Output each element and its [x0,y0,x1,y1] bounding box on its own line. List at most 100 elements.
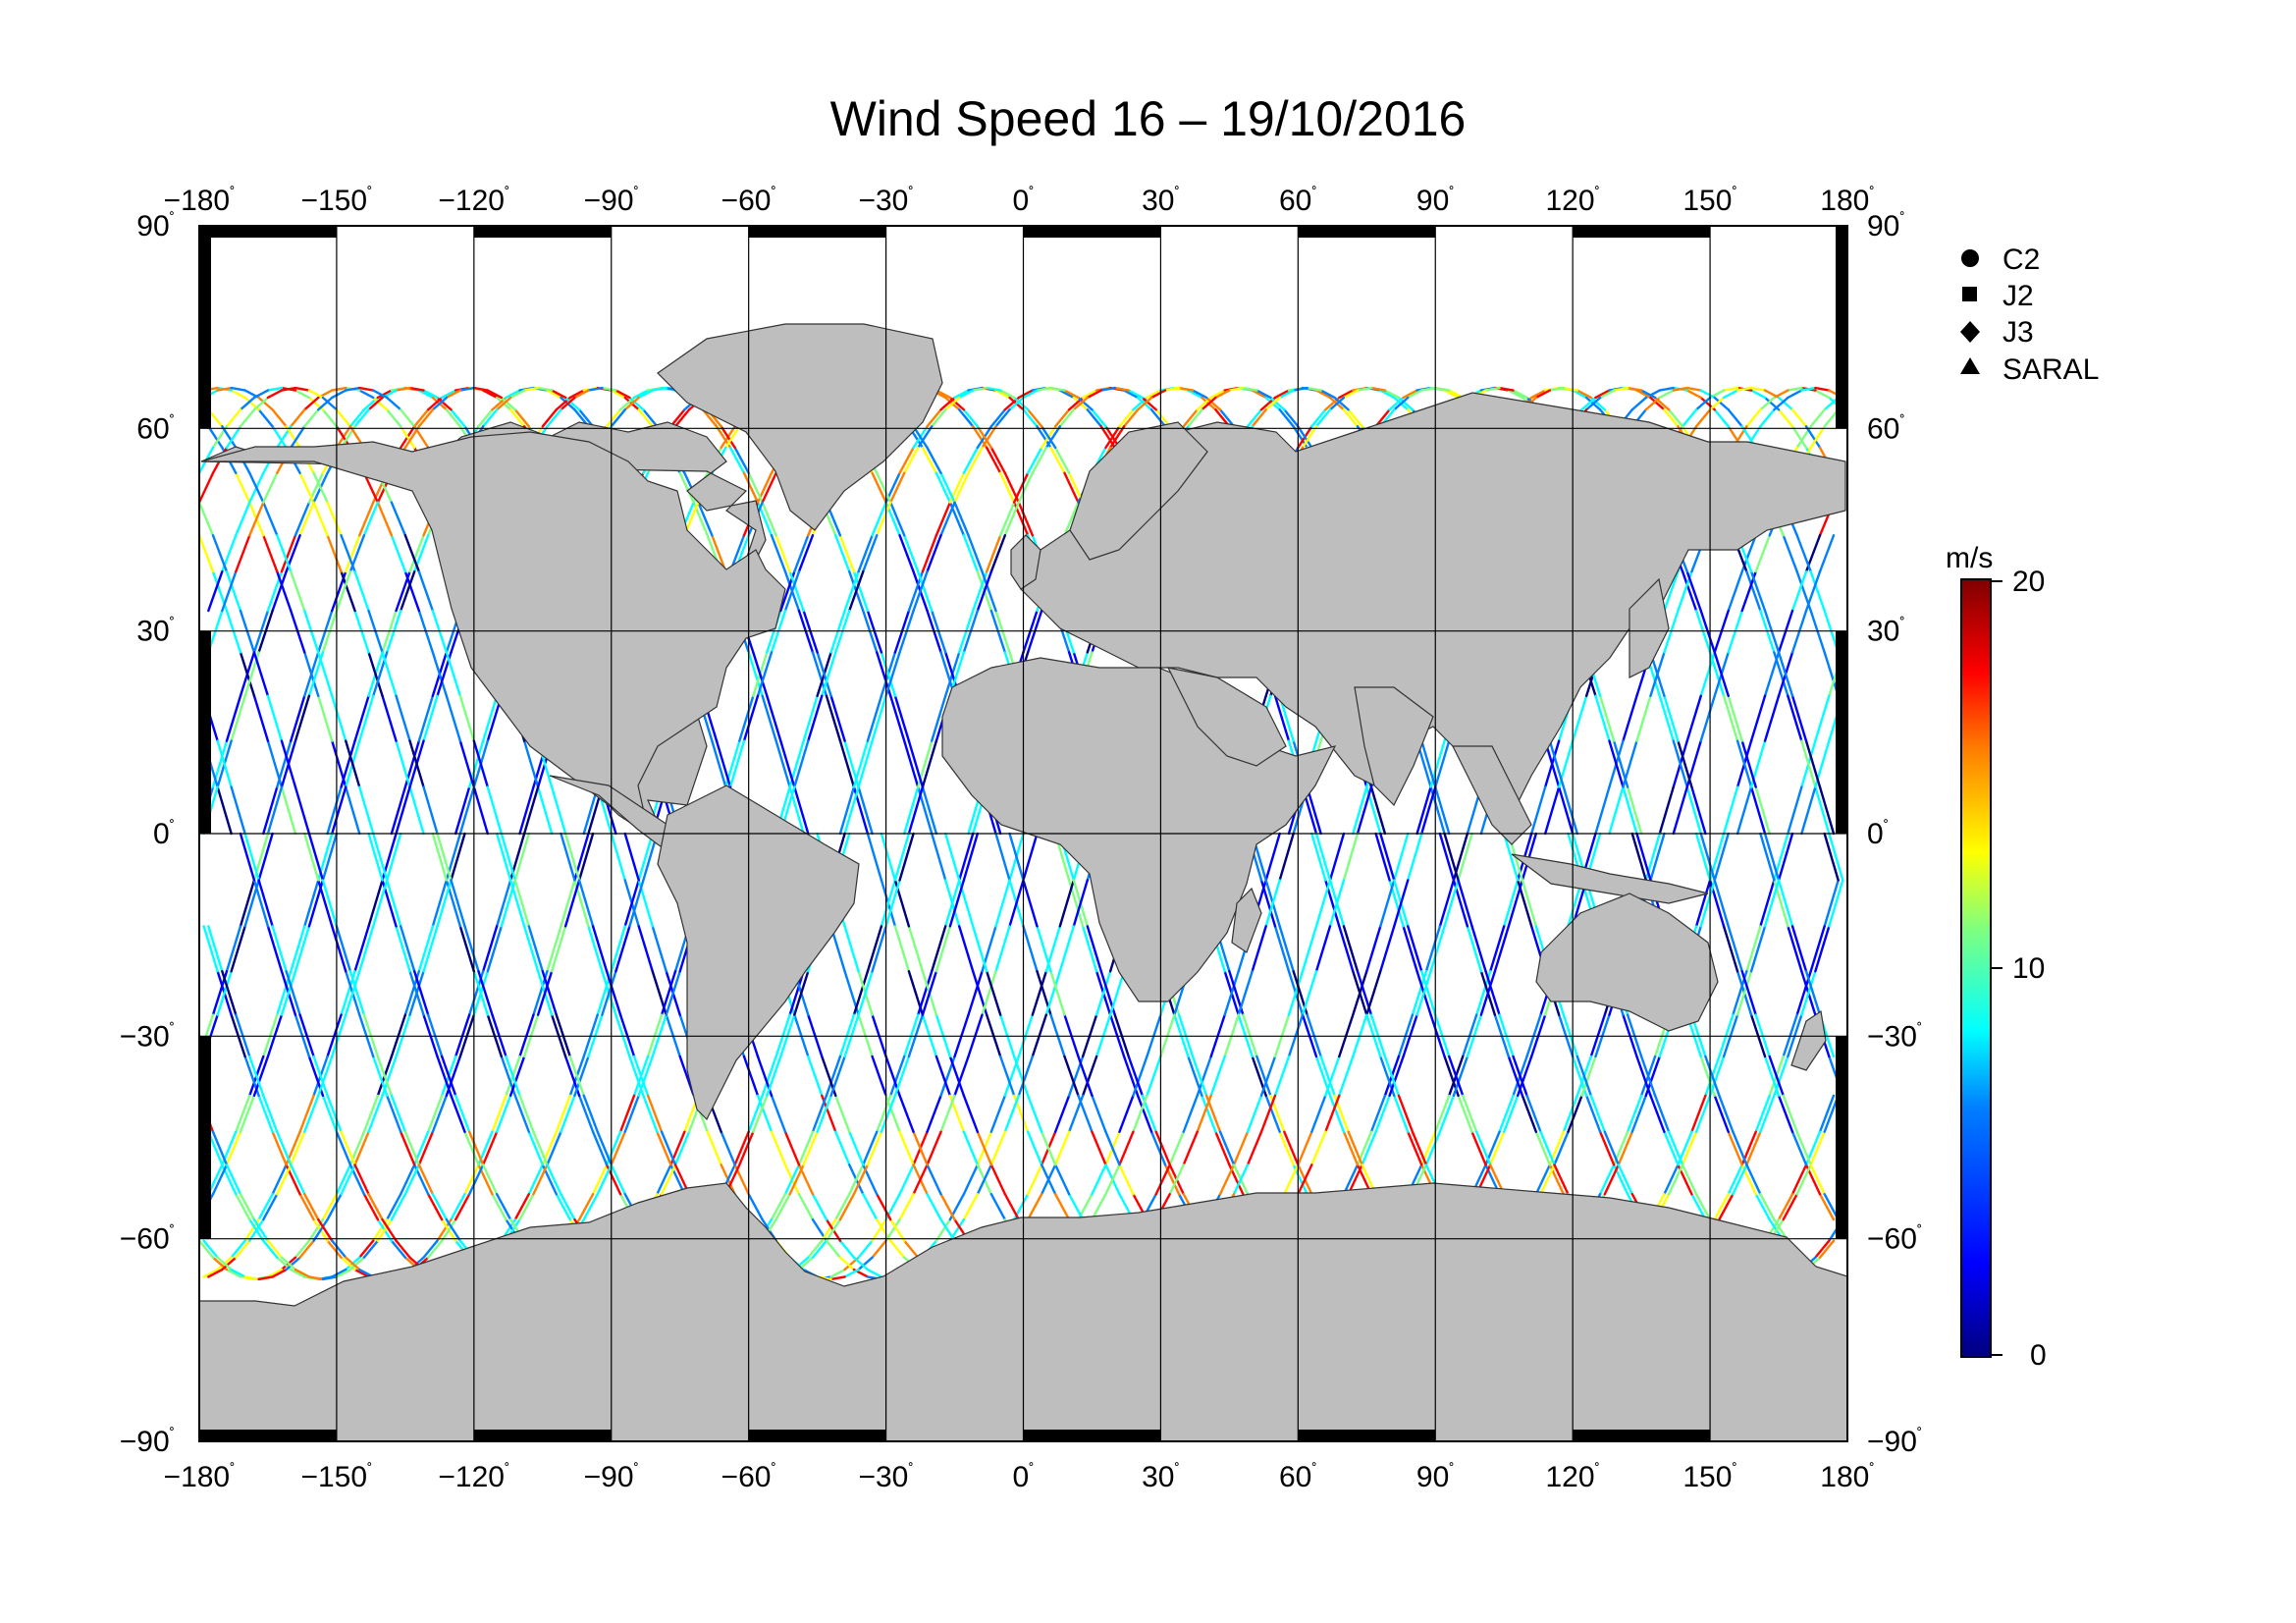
track-segment [1415,785,1432,836]
track-segment [1077,1055,1094,1098]
track-segment [1218,1163,1236,1196]
track-segment [610,389,626,400]
track-segment [199,471,215,504]
track-segment [774,534,791,573]
track-segment [317,1217,334,1242]
track-segment [939,501,956,537]
track-segment [422,785,439,836]
frame-band [473,226,612,238]
track-segment [926,1193,942,1221]
track-segment [243,1275,260,1281]
track-segment [225,569,242,613]
track-segment [1694,1193,1712,1221]
track-segment [1663,1163,1680,1196]
track-segment [944,832,961,882]
lat-labels-right: 90˚ 60˚ 30˚ 0˚ −30˚ −60˚ −90˚ [1867,210,1922,1458]
lon-label-bottom: −60˚ [721,1461,776,1493]
track-segment [1008,396,1025,411]
track-segment [1503,832,1520,882]
track-segment [793,785,810,836]
track-segment [802,694,819,742]
track-segment [367,832,384,882]
track-segment [527,1163,544,1196]
track-segment [976,1163,993,1196]
track-segment [1718,1094,1735,1133]
frame-band [1573,1430,1711,1441]
track-segment [518,785,535,836]
track-segment [898,446,915,474]
track-segment [1612,386,1629,392]
track-segment [1383,389,1401,400]
track-segment [239,408,256,428]
lat-label-right: 90˚ [1867,210,1905,243]
track-segment [1077,396,1094,411]
track-segment [1273,694,1291,742]
track-segment [898,1163,915,1196]
track-segment [976,1130,993,1166]
track-segment [522,386,540,392]
track-segment [1759,879,1776,928]
track-segment [500,396,517,411]
track-segment [1072,396,1089,411]
track-segment [1626,785,1643,836]
legend-label-j3: J3 [2002,316,2034,349]
track-segment [783,1130,801,1166]
track-segment [431,1193,449,1221]
track-segment [257,1193,274,1221]
track-segment [738,1130,755,1166]
track-segment [381,1055,398,1098]
track-segment [632,1055,650,1098]
track-segment [1777,1094,1794,1133]
track-segment [348,1256,366,1271]
track-segment [1749,386,1767,392]
track-segment [774,739,791,788]
track-segment [1782,1094,1798,1133]
colorbar-unit: m/s [1946,542,1993,574]
track-segment [1146,389,1162,400]
track-segment [1338,1055,1355,1098]
track-segment [560,396,576,411]
legend-label-saral: SARAL [2002,353,2099,386]
track-segment [866,694,883,742]
track-segment [243,879,260,928]
track-segment [1594,389,1611,400]
track-segment [1740,739,1757,788]
track-segment [298,471,315,504]
track-segment [912,1130,929,1166]
track-segment [866,925,883,973]
track-segment [1154,1130,1171,1166]
track-segment [733,1130,750,1166]
track-segment [1804,569,1822,613]
track-segment [1397,396,1415,411]
track-segment [1809,408,1826,428]
track-segment [1314,832,1332,882]
frame-band [1836,226,1847,429]
track-segment [431,396,449,411]
track-segment [843,925,860,973]
track-segment [934,471,952,504]
lat-labels-left: 90˚ 60˚ 30˚ 0˚ −30˚ −60˚ −90˚ [120,210,175,1458]
track-segment [985,970,1002,1016]
track-segment [1690,1094,1707,1133]
track-segment [230,1239,246,1259]
track-segment [1003,1193,1021,1221]
circle-icon [1961,249,1979,267]
track-segment [1218,1130,1236,1166]
track-segment [1763,879,1781,928]
track-segment [386,408,402,428]
track-segment [1319,389,1336,400]
track-segment [1342,408,1360,428]
track-segment [797,534,815,573]
track-segment [321,879,339,928]
track-segment [1462,1094,1478,1133]
track-segment [728,446,746,474]
track-segment [1118,1094,1135,1133]
track-segment [1393,396,1410,411]
track-segment [994,832,1011,882]
track-segment [976,425,993,450]
track-segment [326,1193,343,1221]
track-segment [495,879,512,928]
track-segment [481,694,499,742]
track-segment [1685,569,1702,613]
track-segment [400,1163,416,1196]
